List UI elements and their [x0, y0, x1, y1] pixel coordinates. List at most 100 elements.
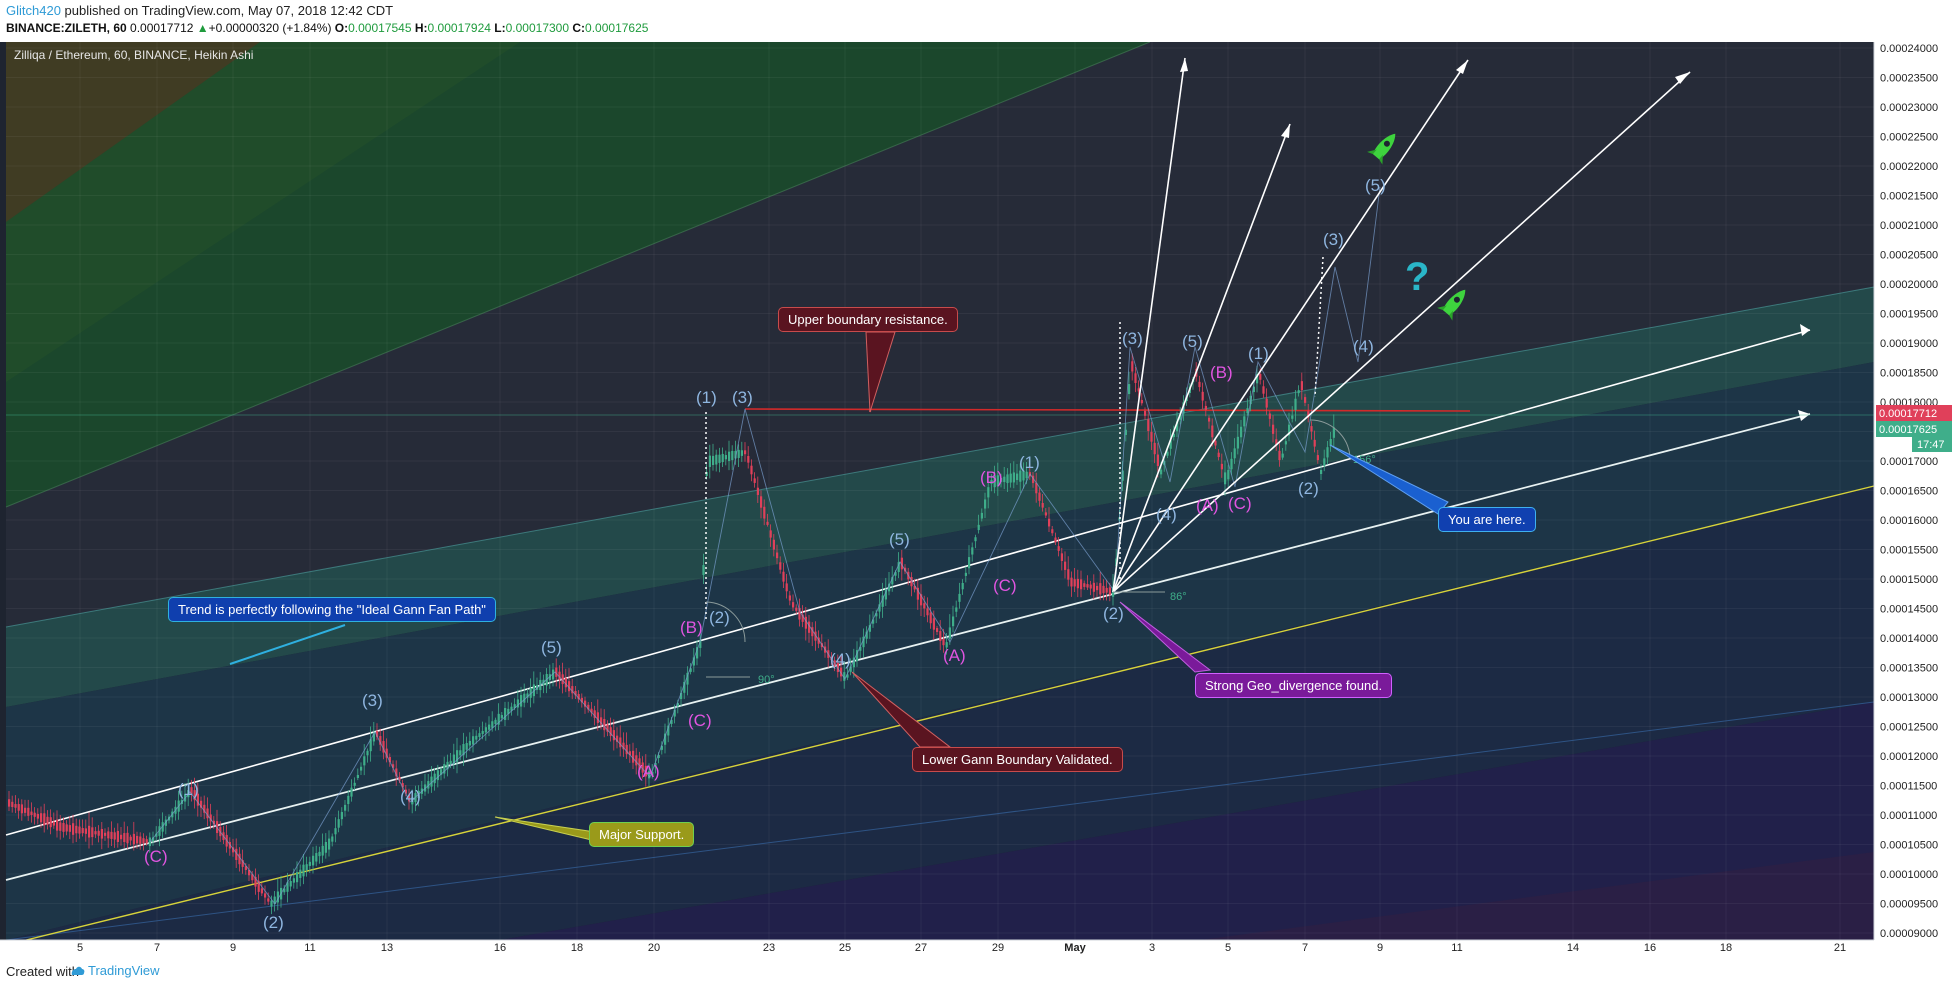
candle-body	[865, 631, 868, 639]
candle-body	[1060, 553, 1063, 561]
candle-body	[750, 465, 753, 475]
candle-body	[507, 708, 510, 714]
candle-body	[462, 744, 465, 756]
candle-body	[1102, 585, 1105, 594]
callout-upper-resistance: Upper boundary resistance.	[778, 307, 958, 332]
candle-body	[1230, 458, 1233, 470]
price-change: +0.00000320 (+1.84%)	[208, 21, 332, 35]
candle-body	[520, 695, 523, 707]
price-axis[interactable]	[1874, 42, 1952, 940]
candle-body	[65, 824, 68, 832]
candle-body	[49, 817, 52, 828]
candle-body	[1038, 492, 1041, 501]
candle-body	[302, 864, 305, 877]
candle-body	[113, 832, 116, 840]
candle-body	[91, 827, 94, 838]
candle-body	[1214, 440, 1217, 446]
candle-body	[840, 667, 843, 677]
candle-body	[884, 589, 887, 600]
wave-pink-4: (C)	[688, 711, 712, 730]
candle-body	[465, 743, 468, 750]
candle-body	[510, 706, 513, 711]
price-tick-label: 0.00013000	[1880, 692, 1938, 704]
price-tick-label: 0.00010000	[1880, 869, 1938, 881]
candle-body	[1201, 391, 1204, 401]
candle-body	[36, 813, 39, 819]
candle-body	[1179, 414, 1182, 420]
candle-body	[11, 801, 14, 808]
candle-body	[1131, 361, 1134, 372]
candle-body	[721, 453, 724, 463]
price-tick-label: 0.00013500	[1880, 663, 1938, 675]
candle-body	[670, 719, 673, 724]
candle-body	[392, 764, 395, 768]
candle-body	[1326, 447, 1329, 458]
candle-body	[200, 800, 203, 808]
author-link[interactable]: Glitch420	[6, 3, 61, 18]
candle-body	[340, 812, 343, 820]
candle-body	[1137, 388, 1140, 392]
price-tick-label: 0.00020500	[1880, 250, 1938, 262]
candle-body	[1019, 470, 1022, 482]
candle-body	[552, 669, 555, 680]
candle-body	[1105, 587, 1108, 593]
candle-body	[1086, 584, 1089, 588]
candle-body	[731, 450, 734, 461]
candle-body	[987, 487, 990, 498]
price-tick-label: 0.00011000	[1880, 810, 1937, 822]
price-tick-label: 0.00015500	[1880, 545, 1938, 557]
candle-body	[1278, 450, 1281, 461]
candle-body	[283, 888, 286, 893]
candle-body	[964, 572, 967, 576]
time-axis[interactable]	[0, 940, 1952, 954]
time-axis-labels: 5 7 9 11 13 16 18 20 23 25 27 29 May 3 5 7 9 11 14 16 18 21	[77, 942, 1846, 954]
candle-body	[456, 750, 459, 762]
candle-body	[1134, 373, 1137, 383]
candle-body	[910, 577, 913, 587]
candle-body	[513, 704, 516, 709]
candle-body	[264, 893, 267, 898]
candle-body	[30, 811, 33, 816]
wave-blue-7: (3)	[732, 388, 753, 407]
chart-svg[interactable]: 90° 86° 156° (1) (2) (3) (4) (5) (1) (3)…	[0, 41, 1952, 954]
time-tick-label: 7	[1302, 942, 1308, 954]
low-label: L:	[494, 21, 506, 35]
candle-body	[891, 577, 894, 585]
price-tick-label: 0.00009000	[1880, 928, 1938, 940]
open-label: O:	[334, 21, 349, 35]
candle-body	[497, 713, 500, 725]
candle-body	[376, 731, 379, 737]
candle-body	[945, 642, 948, 648]
wave-pink-9: (B)	[1210, 363, 1233, 382]
candle-body	[404, 789, 407, 794]
candle-body	[1064, 561, 1067, 570]
candle-body	[596, 712, 599, 723]
candle-body	[46, 816, 49, 825]
candle-body	[1294, 398, 1297, 411]
candle-body	[929, 612, 932, 624]
candle-body	[436, 770, 439, 781]
wave-blue-2: (2)	[263, 913, 284, 932]
question-mark: ?	[1405, 255, 1429, 299]
fan-projections	[1112, 57, 1691, 593]
candle-body	[17, 804, 20, 811]
candle-body	[59, 822, 62, 831]
price-tick-label: 0.00022500	[1880, 132, 1938, 144]
candle-body	[1048, 518, 1051, 527]
candle-body	[651, 771, 654, 776]
candle-body	[344, 804, 347, 811]
candle-body	[1332, 427, 1335, 438]
chart-area[interactable]: 90° 86° 156° (1) (2) (3) (4) (5) (1) (3)…	[0, 41, 1952, 954]
candle-body	[900, 557, 903, 570]
candle-body	[24, 807, 27, 813]
candle-body	[744, 450, 747, 455]
callout-gann-trend: Trend is perfectly following the "Ideal …	[168, 597, 496, 622]
tradingview-link[interactable]: TradingView	[88, 963, 160, 978]
candle-body	[657, 754, 660, 758]
candle-body	[676, 703, 679, 707]
candle-body	[395, 768, 398, 777]
candle-body	[811, 627, 814, 637]
candle-body	[385, 748, 388, 758]
candle-body	[990, 479, 993, 484]
candle-body	[52, 821, 55, 826]
